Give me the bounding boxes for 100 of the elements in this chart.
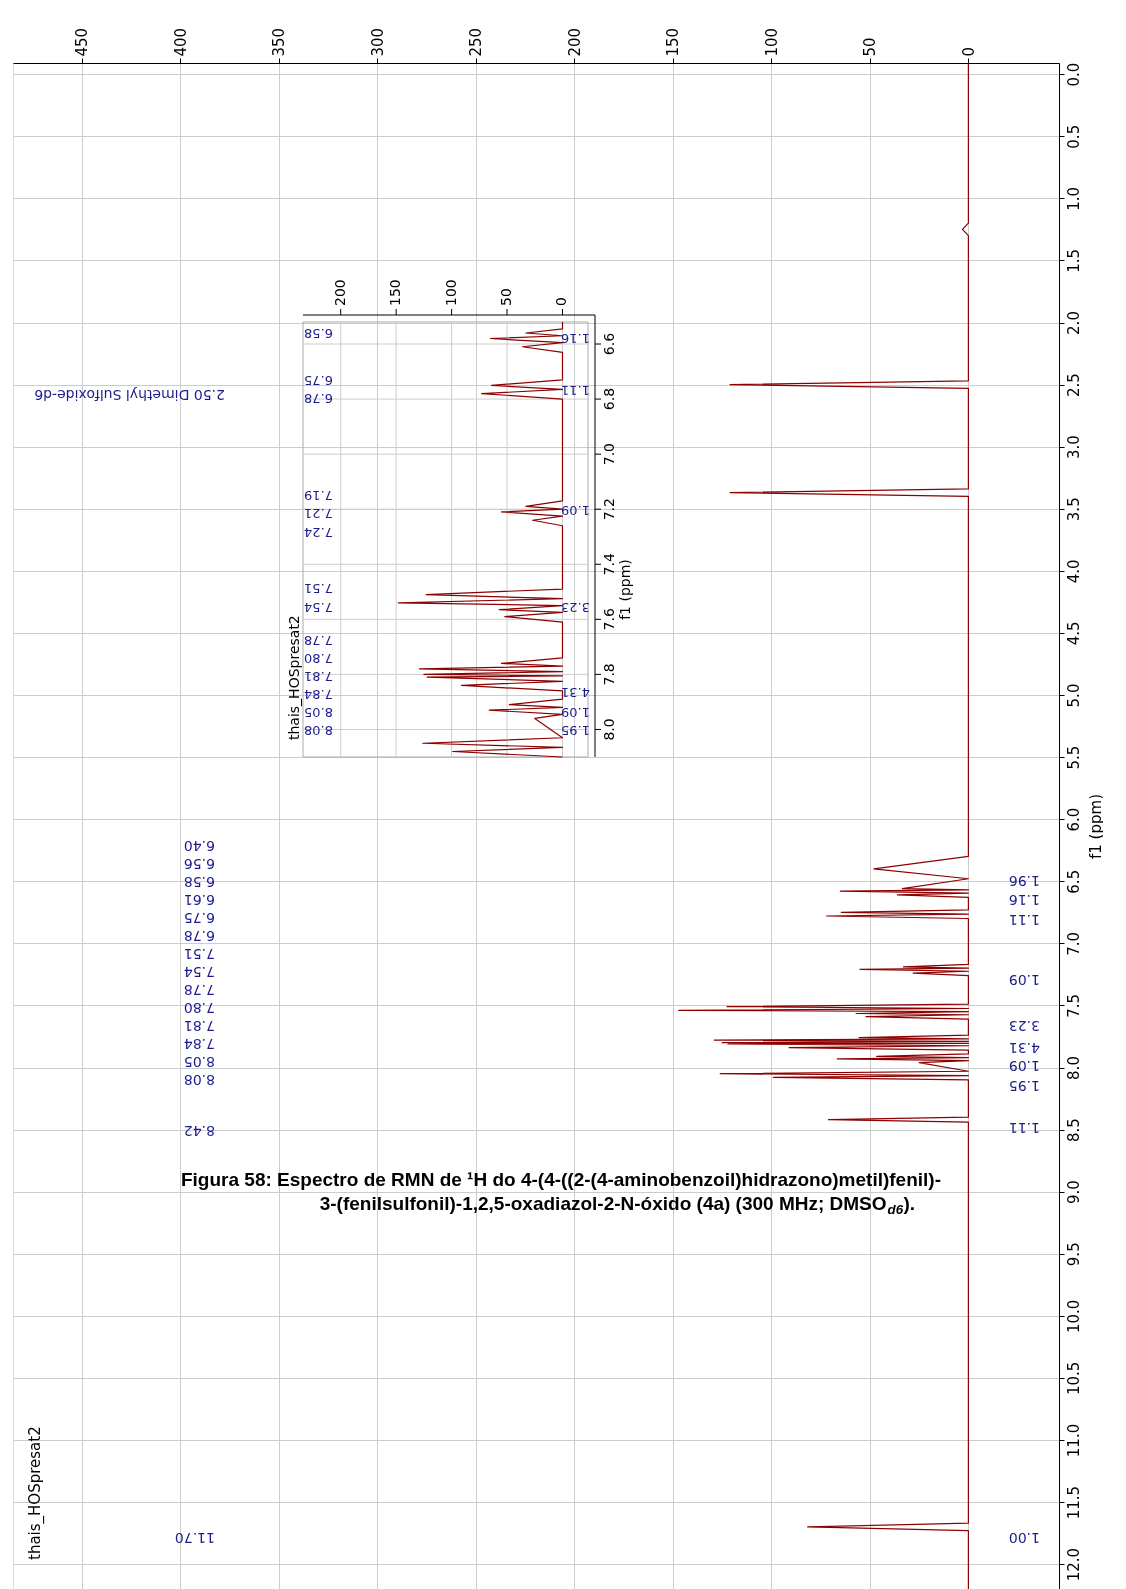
annotation: 6.58 <box>304 326 333 341</box>
y-tick-label: 9.0 <box>1064 1180 1083 1205</box>
annotation: 3.23 <box>1008 1018 1040 1034</box>
y-tick-label: 7.8 <box>601 663 617 686</box>
y-tick-label: 9.5 <box>1064 1242 1083 1267</box>
annotation: 6.78 <box>304 391 333 406</box>
y-tick-label: 7.0 <box>1064 931 1083 956</box>
annotation: 6.78 <box>183 928 215 944</box>
annotation: 7.54 <box>304 600 333 615</box>
annotation: 1.09 <box>1008 972 1040 988</box>
y-tick-label: 8.5 <box>1064 1118 1083 1143</box>
y-tick-label: 1.5 <box>1064 248 1083 273</box>
annotation: 6.40 <box>183 838 215 854</box>
y-tick-label: 4.0 <box>1064 559 1083 584</box>
annotation: 7.21 <box>304 506 333 521</box>
annotation: 7.84 <box>183 1036 215 1052</box>
annotation: 7.80 <box>183 1000 215 1016</box>
annotation: 7.51 <box>304 581 333 596</box>
x-tick-label: 250 <box>467 27 486 57</box>
annotation: 7.24 <box>304 525 333 540</box>
annotation: 1.00 <box>1008 1530 1040 1546</box>
y-tick-label: 7.4 <box>601 553 617 576</box>
y-tick-label: 7.0 <box>601 443 617 466</box>
annotation: 1.09 <box>1008 1058 1040 1074</box>
x-tick-label: 0 <box>553 297 570 306</box>
y-axis-title: f1 (ppm) <box>1086 794 1105 859</box>
annotation: 1.16 <box>561 331 590 346</box>
annotation: thais_HOSpresat2 <box>286 615 302 740</box>
annotation: 1.11 <box>1008 1120 1040 1136</box>
y-tick-label: 6.8 <box>601 387 617 411</box>
annotation: 1.95 <box>1008 1078 1040 1094</box>
x-tick-label: 400 <box>171 27 190 57</box>
y-tick-label: 4.5 <box>1064 621 1083 646</box>
x-tick-label: 450 <box>73 27 92 57</box>
y-tick-label: 5.5 <box>1064 745 1083 770</box>
y-axis-title: f1 (ppm) <box>617 559 633 620</box>
x-tick-label: 50 <box>861 37 880 57</box>
x-tick-label: 150 <box>387 279 404 306</box>
x-tick-label: 50 <box>498 288 515 306</box>
y-tick-label: 11.5 <box>1064 1485 1083 1520</box>
annotation: 1.09 <box>561 503 590 518</box>
annotation: 7.54 <box>183 964 215 980</box>
annotation: 8.05 <box>304 705 333 720</box>
annotation: 1.16 <box>1008 892 1040 908</box>
annotation: 4.31 <box>1008 1040 1040 1056</box>
y-tick-label: 7.2 <box>601 498 617 521</box>
y-tick-label: 7.5 <box>1064 993 1083 1018</box>
annotation: 8.42 <box>183 1123 215 1139</box>
y-tick-label: 0.5 <box>1064 124 1083 149</box>
annotation: 1.96 <box>1008 873 1040 889</box>
annotation: 7.81 <box>183 1018 215 1034</box>
annotation: 8.08 <box>304 723 333 738</box>
annotation: 11.70 <box>174 1530 215 1546</box>
x-tick-label: 100 <box>442 279 459 306</box>
x-tick-label: 350 <box>270 27 289 57</box>
y-tick-label: 6.5 <box>1064 869 1083 894</box>
annotation: 7.19 <box>304 488 333 503</box>
annotation: 6.75 <box>304 373 333 388</box>
y-tick-label: 2.5 <box>1064 373 1083 398</box>
y-tick-label: 11.0 <box>1064 1423 1083 1458</box>
x-tick-label: 200 <box>565 27 584 57</box>
annotation: 7.84 <box>304 687 333 702</box>
annotation: 8.05 <box>183 1054 215 1070</box>
x-tick-label: 150 <box>664 27 683 57</box>
y-tick-label: 8.0 <box>1064 1056 1083 1080</box>
x-tick-label: 0 <box>959 46 978 57</box>
y-tick-label: 10.0 <box>1064 1299 1083 1334</box>
x-tick-label: 200 <box>331 279 348 306</box>
y-tick-label: 5.0 <box>1064 683 1083 708</box>
annotation: 6.56 <box>183 856 215 872</box>
annotation: thais_HOSpresat2 <box>26 1426 45 1560</box>
y-tick-label: 3.5 <box>1064 497 1083 522</box>
annotation: 7.78 <box>183 982 215 998</box>
y-tick-label: 6.6 <box>601 332 617 356</box>
annotation: 6.61 <box>183 892 215 908</box>
annotation: 7.81 <box>304 669 333 684</box>
y-tick-label: 0.0 <box>1064 62 1083 87</box>
annotation: 6.75 <box>183 910 215 926</box>
annotation: 1.95 <box>561 723 590 738</box>
y-tick-label: 1.0 <box>1064 186 1083 211</box>
y-tick-label: 3.0 <box>1064 435 1083 460</box>
annotation: 4.31 <box>561 685 590 700</box>
annotation: 6.58 <box>183 874 215 890</box>
annotation: 7.51 <box>183 946 215 962</box>
y-tick-label: 7.6 <box>601 608 617 631</box>
annotation: 7.78 <box>304 633 333 648</box>
x-tick-label: 100 <box>762 27 781 57</box>
annotation: 7.80 <box>304 651 333 666</box>
y-tick-label: 6.0 <box>1064 807 1083 832</box>
annotation: 2.50 Dimethyl Sulfoxide-d6 <box>34 387 225 403</box>
annotation: 1.11 <box>561 383 590 398</box>
y-tick-label: 8.0 <box>601 718 617 741</box>
annotation: 1.11 <box>1008 912 1040 928</box>
x-tick-label: 300 <box>368 27 387 57</box>
y-tick-label: 10.5 <box>1064 1361 1083 1396</box>
y-tick-label: 2.0 <box>1064 311 1083 335</box>
annotation: 1.09 <box>561 705 590 720</box>
annotation: 3.23 <box>561 600 590 615</box>
annotation: 8.08 <box>183 1072 215 1088</box>
y-tick-label: 12.0 <box>1064 1547 1083 1582</box>
